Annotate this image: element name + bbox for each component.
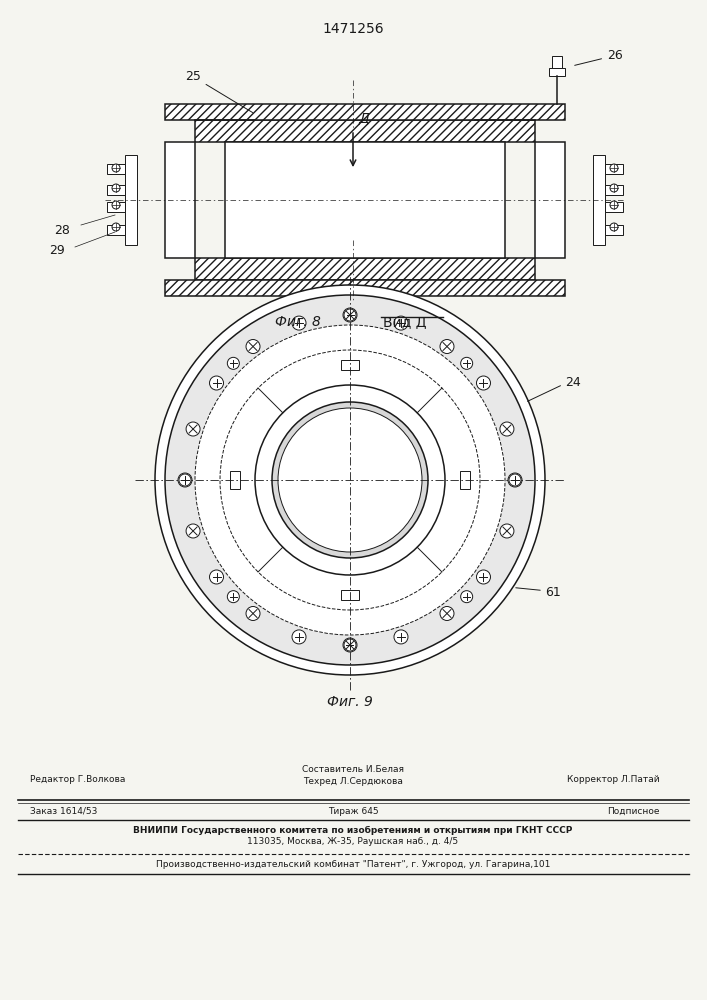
Circle shape: [344, 639, 356, 651]
Circle shape: [343, 308, 357, 322]
Circle shape: [155, 285, 545, 675]
Circle shape: [246, 606, 260, 620]
Circle shape: [509, 474, 521, 486]
Circle shape: [292, 316, 306, 330]
Circle shape: [278, 408, 422, 552]
Text: Вид Д: Вид Д: [383, 315, 426, 329]
Circle shape: [343, 638, 357, 652]
Circle shape: [195, 325, 505, 635]
Text: Подписное: Подписное: [607, 807, 660, 816]
Circle shape: [112, 223, 120, 231]
Bar: [552, 56, 562, 68]
Circle shape: [508, 473, 522, 487]
Text: Производственно-издательский комбинат "Патент", г. Ужгород, ул. Гагарина,101: Производственно-издательский комбинат "П…: [156, 860, 550, 869]
Bar: [165, 142, 195, 258]
Text: Заказ 1614/53: Заказ 1614/53: [30, 807, 98, 816]
Circle shape: [610, 164, 618, 172]
Bar: [165, 104, 565, 120]
Bar: [165, 280, 565, 296]
Text: Фиг. 8: Фиг. 8: [275, 315, 321, 329]
Text: Д: Д: [359, 111, 370, 125]
Bar: [535, 142, 565, 258]
Circle shape: [228, 591, 240, 603]
Bar: [605, 202, 623, 212]
Circle shape: [461, 591, 473, 603]
Text: 24: 24: [565, 376, 580, 389]
Circle shape: [179, 474, 191, 486]
Circle shape: [112, 184, 120, 192]
Circle shape: [186, 524, 200, 538]
Bar: [107, 202, 125, 212]
Circle shape: [186, 422, 200, 436]
Circle shape: [440, 606, 454, 620]
Text: 61: 61: [545, 586, 561, 599]
Circle shape: [394, 630, 408, 644]
Bar: [341, 590, 359, 600]
Circle shape: [344, 309, 356, 321]
Bar: [605, 225, 623, 235]
Bar: [107, 185, 125, 195]
Circle shape: [246, 340, 260, 354]
Circle shape: [610, 201, 618, 209]
Circle shape: [209, 570, 223, 584]
Circle shape: [165, 295, 535, 665]
Bar: [125, 155, 137, 245]
Bar: [341, 360, 359, 370]
Circle shape: [610, 223, 618, 231]
Bar: [605, 164, 623, 174]
Circle shape: [228, 357, 240, 369]
Circle shape: [500, 422, 514, 436]
Text: Составитель И.Белая: Составитель И.Белая: [302, 765, 404, 774]
Circle shape: [440, 340, 454, 354]
Text: Тираж 645: Тираж 645: [327, 807, 378, 816]
Bar: [593, 155, 605, 245]
Circle shape: [112, 164, 120, 172]
Text: ВНИИПИ Государственного комитета по изобретениям и открытиям при ГКНТ СССР: ВНИИПИ Государственного комитета по изоб…: [134, 826, 573, 835]
Text: Редактор Г.Волкова: Редактор Г.Волкова: [30, 775, 125, 784]
Circle shape: [255, 385, 445, 575]
Text: 28: 28: [54, 224, 70, 236]
Circle shape: [178, 473, 192, 487]
Text: 29: 29: [49, 243, 65, 256]
Circle shape: [272, 402, 428, 558]
Circle shape: [477, 570, 491, 584]
Text: Корректор Л.Патай: Корректор Л.Патай: [568, 775, 660, 784]
Bar: [195, 258, 535, 280]
Bar: [195, 120, 535, 142]
Text: 1471256: 1471256: [322, 22, 384, 36]
Circle shape: [477, 376, 491, 390]
Circle shape: [209, 376, 223, 390]
Text: 25: 25: [185, 70, 252, 113]
Bar: [107, 225, 125, 235]
Circle shape: [394, 316, 408, 330]
Bar: [107, 164, 125, 174]
Circle shape: [500, 524, 514, 538]
Bar: [230, 471, 240, 489]
Bar: [605, 185, 623, 195]
Bar: [549, 68, 565, 76]
Text: 26: 26: [575, 49, 623, 65]
Circle shape: [112, 201, 120, 209]
Bar: [460, 471, 470, 489]
Circle shape: [292, 630, 306, 644]
Text: Фиг. 9: Фиг. 9: [327, 695, 373, 709]
Circle shape: [461, 357, 473, 369]
Text: Техред Л.Сердюкова: Техред Л.Сердюкова: [303, 777, 403, 786]
Circle shape: [610, 184, 618, 192]
Text: 113035, Москва, Ж-35, Раушская наб., д. 4/5: 113035, Москва, Ж-35, Раушская наб., д. …: [247, 837, 459, 846]
Bar: [225, 142, 505, 258]
